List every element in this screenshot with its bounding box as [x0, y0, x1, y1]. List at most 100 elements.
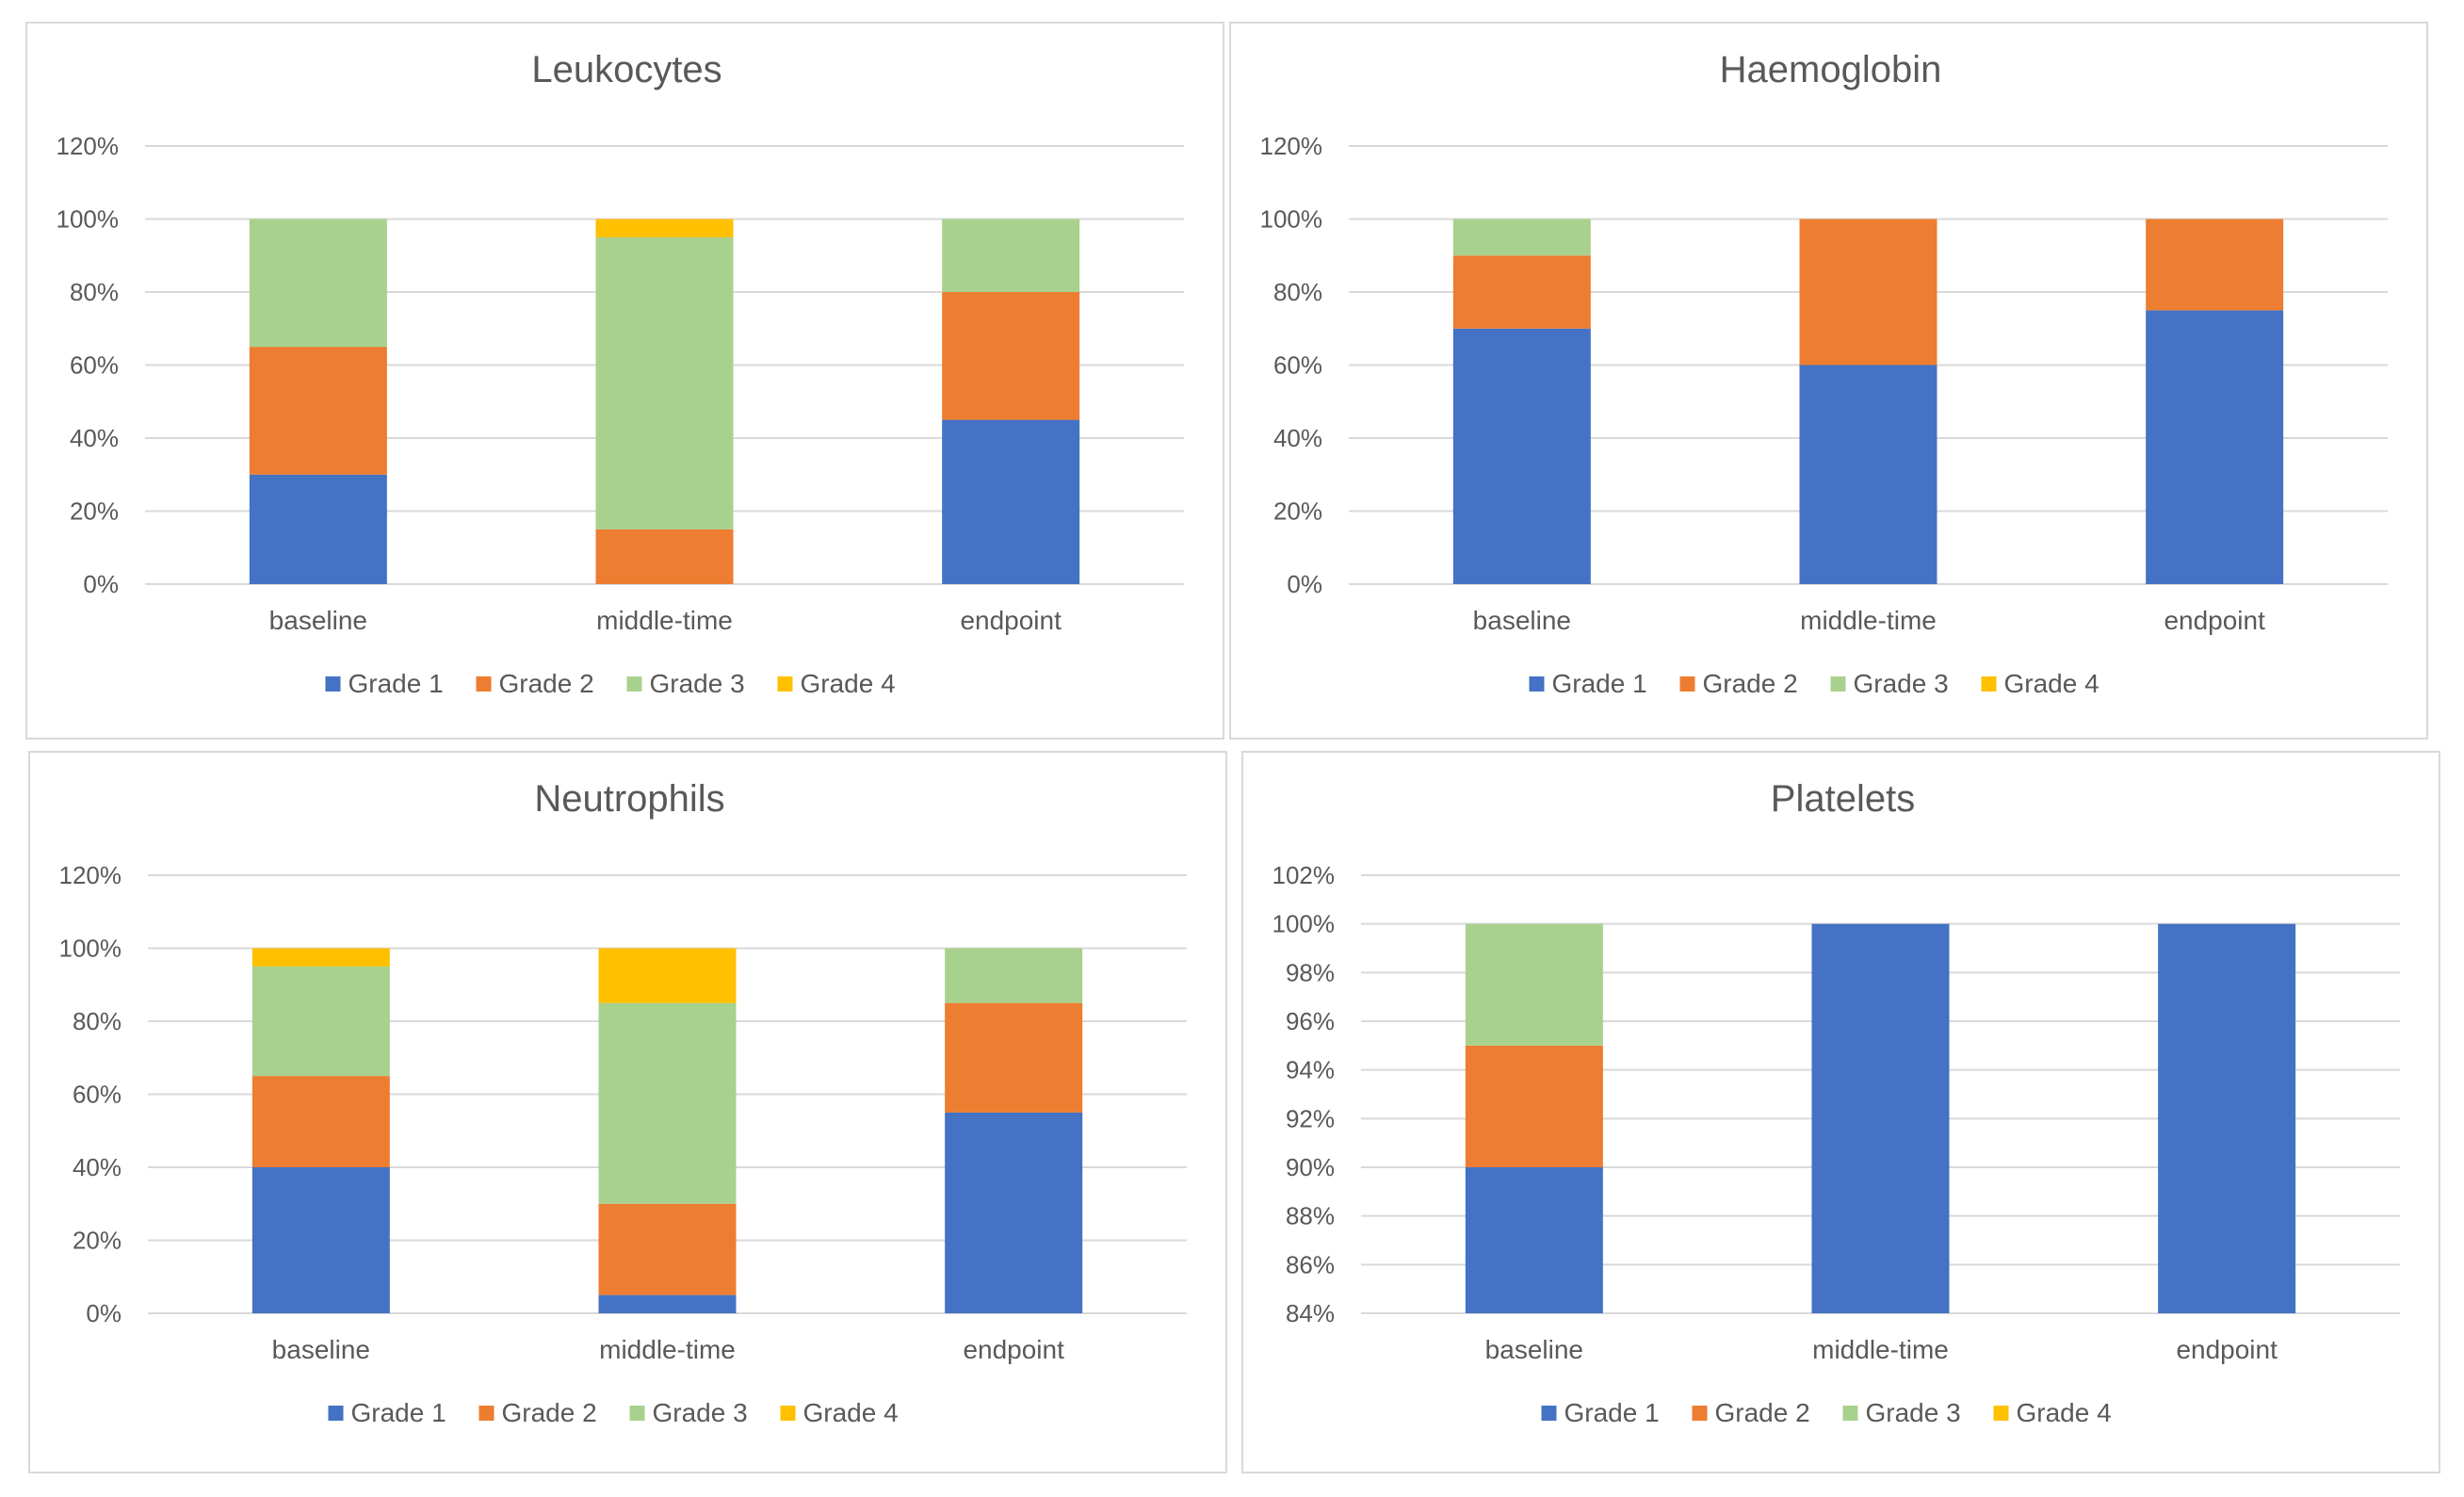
x-category-label: baseline: [1473, 606, 1571, 635]
legend-label-grade-2: Grade 2: [1703, 669, 1798, 698]
bar-middle-time-grade-3: [598, 1002, 737, 1204]
bar-baseline-grade-4: [251, 948, 390, 967]
y-tick-label: 100%: [1260, 205, 1323, 234]
legend-swatch-grade-2: [476, 676, 492, 692]
x-category-label: middle-time: [1800, 606, 1937, 635]
legend-label-grade-1: Grade 1: [1564, 1398, 1660, 1427]
y-tick-label: 100%: [57, 205, 120, 234]
y-tick-label: 120%: [59, 861, 122, 889]
legend-swatch-grade-2: [1692, 1406, 1708, 1421]
bar-middle-time-grade-4: [598, 948, 737, 1003]
y-tick-label: 60%: [70, 351, 119, 380]
bar-baseline-grade-2: [251, 1076, 390, 1167]
x-category-label: baseline: [272, 1335, 370, 1364]
bar-middle-time-grade-1: [1811, 923, 1950, 1313]
legend-label-grade-4: Grade 4: [2017, 1398, 2112, 1427]
legend-swatch-grade-2: [1679, 676, 1695, 692]
chart-neutrophils: Neutrophils 0% 20% 40% 60% 80% 100% 120% baselin…: [59, 778, 1187, 1427]
x-category-label: middle-time: [596, 606, 733, 635]
chart-panel-leukocytes: Leukocytes 0% 20% 40% 60% 80% 100% 120% baseline…: [25, 22, 1224, 740]
legend-label-grade-1: Grade 1: [349, 669, 444, 698]
legend-label-grade-1: Grade 1: [1552, 669, 1647, 698]
legend-label-grade-3: Grade 3: [650, 669, 745, 698]
bar-baseline-grade-3: [1465, 923, 1603, 1046]
chart-panel-neutrophils: Neutrophils 0% 20% 40% 60% 80% 100% 120% baselin…: [28, 751, 1227, 1473]
bar-baseline-grade-2: [1465, 1045, 1603, 1167]
chart-panel-haemoglobin: Haemoglobin 0% 20% 40% 60% 80% 100% 120% baselin…: [1229, 22, 2428, 740]
y-tick-label: 120%: [1260, 132, 1323, 160]
x-category-label: endpoint: [960, 606, 1062, 635]
x-category-label: baseline: [269, 606, 367, 635]
y-tick-label: 94%: [1286, 1056, 1335, 1084]
y-tick-label: 60%: [1273, 351, 1322, 380]
legend-swatch-grade-2: [478, 1406, 494, 1421]
bar-middle-time-grade-4: [595, 219, 734, 237]
legend-label-grade-1: Grade 1: [351, 1398, 446, 1427]
x-category-label: middle-time: [1812, 1335, 1949, 1364]
bar-endpoint-grade-3: [942, 219, 1080, 292]
bar-middle-time-grade-1: [1799, 365, 1937, 584]
y-tick-label: 80%: [1273, 278, 1322, 306]
y-tick-label: 90%: [1286, 1153, 1335, 1181]
legend-label-grade-3: Grade 3: [1866, 1398, 1961, 1427]
y-tick-label: 20%: [1273, 497, 1322, 526]
y-tick-label: 40%: [70, 424, 119, 452]
bar-endpoint-grade-2: [2146, 219, 2284, 311]
bar-endpoint-grade-1: [2158, 923, 2296, 1313]
bar-baseline-grade-3: [251, 966, 390, 1077]
y-tick-label: 60%: [73, 1081, 122, 1109]
bar-endpoint-grade-1: [2146, 310, 2284, 584]
bar-baseline-grade-3: [1452, 219, 1591, 256]
y-tick-label: 86%: [1286, 1250, 1335, 1278]
bar-endpoint-grade-1: [942, 419, 1080, 584]
legend-swatch-grade-3: [626, 676, 642, 692]
bar-baseline-grade-1: [249, 474, 387, 584]
legend-swatch-grade-4: [780, 1406, 796, 1421]
bar-baseline-grade-1: [251, 1167, 390, 1313]
legend-label-grade-2: Grade 2: [499, 669, 594, 698]
bar-baseline-grade-3: [249, 219, 387, 348]
y-tick-label: 100%: [59, 935, 122, 963]
y-tick-label: 84%: [1286, 1299, 1335, 1327]
legend-swatch-grade-1: [328, 1406, 344, 1421]
legend-swatch-grade-4: [1981, 676, 1997, 692]
bar-middle-time-grade-3: [595, 236, 734, 529]
legend-swatch-grade-3: [1830, 676, 1846, 692]
bar-endpoint-grade-2: [945, 1002, 1083, 1113]
bar-endpoint-grade-2: [942, 292, 1080, 420]
legend-swatch-grade-4: [777, 676, 793, 692]
y-tick-label: 40%: [73, 1153, 122, 1181]
chart-platelets: Platelets 84% 86% 88% 90% 92% 94% 96% 98% 100% 102…: [1273, 778, 2400, 1427]
bar-baseline-grade-2: [249, 347, 387, 475]
y-tick-label: 102%: [1273, 861, 1336, 889]
bar-middle-time-grade-1: [598, 1294, 737, 1313]
x-category-label: endpoint: [2164, 606, 2265, 635]
y-tick-label: 20%: [73, 1227, 122, 1255]
bar-baseline-grade-2: [1452, 255, 1591, 329]
chart-title: Haemoglobin: [1720, 49, 1942, 90]
bar-baseline-grade-1: [1465, 1167, 1603, 1313]
legend-label-grade-4: Grade 4: [2004, 669, 2099, 698]
legend-label-grade-4: Grade 4: [803, 1398, 899, 1427]
chart-panel-platelets: Platelets 84% 86% 88% 90% 92% 94% 96% 98% 100% 102…: [1241, 751, 2440, 1473]
chart-title: Neutrophils: [534, 778, 724, 820]
chart-title: Leukocytes: [531, 49, 721, 90]
legend-label-grade-2: Grade 2: [1715, 1398, 1810, 1427]
legend-label-grade-3: Grade 3: [1854, 669, 1949, 698]
y-tick-label: 0%: [1287, 570, 1322, 598]
legend-label-grade-3: Grade 3: [653, 1398, 748, 1427]
legend-swatch-grade-1: [325, 676, 341, 692]
bar-endpoint-grade-1: [945, 1112, 1083, 1313]
legend-swatch-grade-4: [1993, 1406, 2009, 1421]
bar-middle-time-grade-2: [595, 529, 734, 584]
bar-endpoint-grade-3: [945, 948, 1083, 1003]
x-category-label: middle-time: [599, 1335, 736, 1364]
y-tick-label: 100%: [1273, 910, 1336, 938]
y-tick-label: 80%: [70, 278, 119, 306]
y-tick-label: 88%: [1286, 1202, 1335, 1230]
y-tick-label: 20%: [70, 497, 119, 526]
y-tick-label: 120%: [57, 132, 120, 160]
legend-label-grade-2: Grade 2: [502, 1398, 597, 1427]
x-category-label: endpoint: [963, 1335, 1064, 1364]
y-tick-label: 0%: [86, 1299, 122, 1327]
